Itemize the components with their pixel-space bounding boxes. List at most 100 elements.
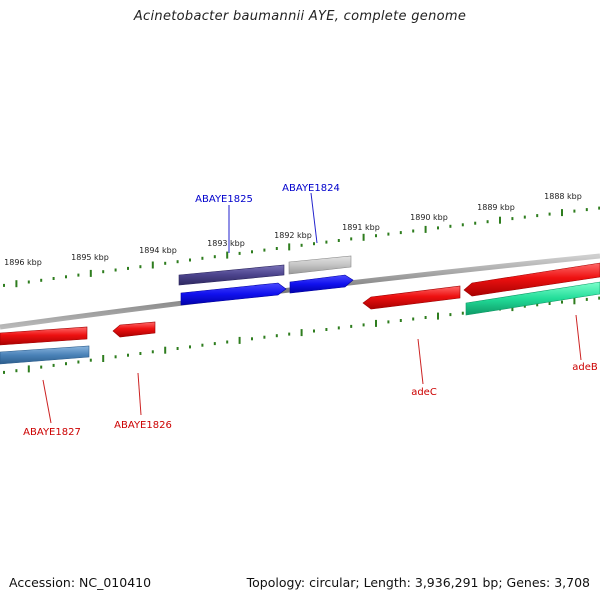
- scale-minor-tick: [65, 275, 67, 279]
- scale-minor-tick: [387, 320, 390, 324]
- scale-minor-tick: [102, 270, 105, 274]
- scale-minor-tick: [337, 239, 340, 242]
- scale-minor-tick: [461, 223, 464, 227]
- scale-major-tick: [238, 336, 241, 344]
- gene-label-adeb[interactable]: adeB: [572, 362, 598, 373]
- scale-minor-tick: [300, 243, 303, 247]
- feature-adeb-red[interactable]: [463, 262, 600, 297]
- scale-minor-tick: [52, 363, 55, 367]
- scale-major-tick: [499, 216, 501, 224]
- feature-abaye1827-steel[interactable]: [0, 345, 90, 365]
- scale-minor-tick: [337, 326, 340, 330]
- scale-minor-tick: [89, 358, 92, 362]
- scale-minor-tick: [424, 316, 427, 319]
- leader-adeb: [575, 314, 582, 361]
- scale-minor-tick: [486, 220, 489, 224]
- accession-text: Accession: NC_010410: [9, 575, 152, 590]
- feature-abaye1826-red[interactable]: [112, 321, 156, 338]
- scale-tick-label: 1890 kbp: [410, 213, 448, 222]
- scale-minor-tick: [40, 365, 43, 369]
- scale-minor-tick: [77, 360, 80, 364]
- scale-minor-tick: [201, 343, 204, 347]
- scale-minor-tick: [598, 296, 600, 300]
- scale-minor-tick: [387, 232, 390, 236]
- scale-major-tick: [300, 329, 303, 337]
- scale-minor-tick: [275, 247, 278, 250]
- scale-minor-tick: [412, 317, 415, 321]
- feature-abaye1825-blue[interactable]: [180, 282, 287, 306]
- scale-minor-tick: [213, 342, 216, 346]
- scale-minor-tick: [288, 332, 291, 336]
- scale-minor-tick: [238, 251, 241, 255]
- scale-minor-tick: [176, 347, 179, 350]
- scale-tick-label: 1889 kbp: [477, 203, 515, 212]
- scale-minor-tick: [548, 212, 551, 216]
- gene-label-abaye1826[interactable]: ABAYE1826: [114, 420, 172, 431]
- scale-major-tick: [288, 243, 291, 251]
- scale-minor-tick: [350, 324, 353, 328]
- scale-major-tick: [89, 269, 92, 277]
- scale-minor-tick: [573, 209, 576, 213]
- feature-adec-red[interactable]: [362, 285, 461, 310]
- scale-minor-tick: [127, 353, 129, 357]
- scale-minor-tick: [598, 206, 600, 210]
- scale-minor-tick: [313, 329, 315, 333]
- gene-label-abaye1824[interactable]: ABAYE1824: [282, 183, 340, 194]
- scale-minor-tick: [201, 256, 204, 260]
- scale-minor-tick: [313, 242, 315, 246]
- scale-minor-tick: [139, 265, 142, 269]
- scale-minor-tick: [52, 277, 55, 280]
- feature-abaye1824-blue[interactable]: [289, 274, 354, 294]
- scale-minor-tick: [561, 300, 563, 304]
- scale-minor-tick: [474, 221, 477, 225]
- scale-minor-tick: [251, 337, 253, 341]
- scale-minor-tick: [461, 311, 464, 315]
- scale-minor-tick: [585, 297, 588, 301]
- leader-abaye1826: [137, 372, 142, 416]
- scale-minor-tick: [263, 335, 266, 339]
- scale-major-tick: [437, 312, 439, 320]
- feature-abaye1824-grey[interactable]: [288, 255, 352, 275]
- scale-minor-tick: [127, 266, 129, 270]
- feature-adeb-green[interactable]: [465, 281, 600, 316]
- scale-minor-tick: [213, 255, 216, 259]
- scale-tick-label: 1891 kbp: [342, 223, 380, 232]
- scale-minor-tick: [399, 231, 402, 235]
- scale-minor-tick: [449, 313, 452, 317]
- scale-minor-tick: [548, 302, 551, 305]
- feature-abaye1825-navy[interactable]: [178, 264, 285, 286]
- scale-minor-tick: [275, 334, 278, 338]
- scale-minor-tick: [263, 248, 266, 252]
- scale-minor-tick: [189, 345, 191, 349]
- scale-minor-tick: [523, 215, 526, 219]
- feature-abaye1827-red[interactable]: [0, 326, 88, 346]
- leader-abaye1824: [310, 192, 318, 244]
- scale-tick-label: 1892 kbp: [274, 231, 312, 240]
- scale-minor-tick: [139, 352, 142, 355]
- scale-minor-tick: [114, 355, 117, 359]
- scale-minor-tick: [362, 323, 365, 327]
- leader-adec: [417, 338, 424, 385]
- scale-major-tick: [102, 355, 105, 362]
- scale-minor-tick: [65, 362, 67, 366]
- scale-major-tick: [561, 209, 563, 217]
- scale-minor-tick: [437, 226, 439, 230]
- scale-minor-tick: [151, 350, 154, 354]
- gene-label-adec[interactable]: adeC: [411, 387, 437, 398]
- scale-major-tick: [15, 280, 18, 288]
- scale-minor-tick: [325, 240, 328, 244]
- scale-major-tick: [573, 297, 576, 305]
- gene-label-abaye1825[interactable]: ABAYE1825: [195, 194, 253, 205]
- gene-label-abaye1827[interactable]: ABAYE1827: [23, 427, 81, 438]
- scale-tick-label: 1888 kbp: [544, 192, 582, 201]
- scale-minor-tick: [164, 261, 167, 265]
- scale-minor-tick: [114, 268, 117, 272]
- scale-major-tick: [151, 261, 154, 269]
- scale-minor-tick: [511, 217, 514, 221]
- scale-major-tick: [164, 346, 167, 354]
- scale-minor-tick: [585, 208, 588, 212]
- scale-major-tick: [226, 251, 229, 259]
- scale-minor-tick: [523, 304, 526, 308]
- scale-minor-tick: [399, 319, 402, 322]
- scale-minor-tick: [375, 234, 377, 238]
